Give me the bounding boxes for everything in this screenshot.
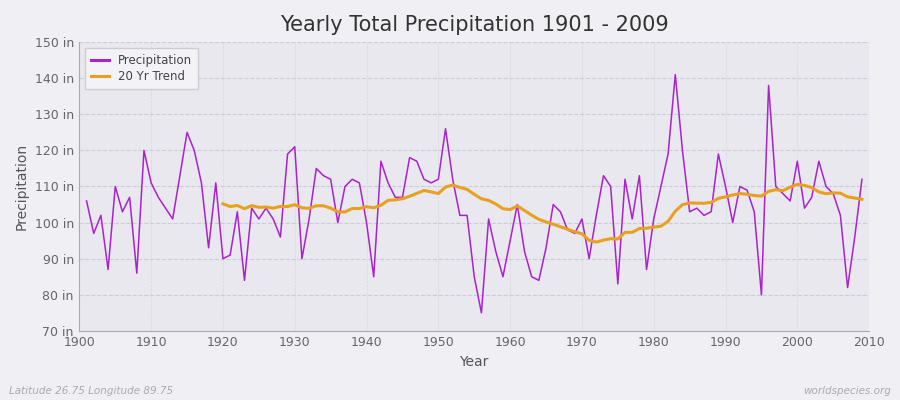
- Precipitation: [857, 177, 868, 182]
- Precipitation: [81, 198, 92, 203]
- Line: 20 Yr Trend: 20 Yr Trend: [223, 184, 862, 242]
- Precipitation: [512, 202, 523, 207]
- Precipitation: [505, 238, 516, 243]
- 20 Yr Trend: [339, 210, 350, 214]
- 20 Yr Trend: [296, 205, 307, 210]
- Title: Yearly Total Precipitation 1901 - 2009: Yearly Total Precipitation 1901 - 2009: [280, 15, 669, 35]
- Precipitation: [339, 184, 350, 189]
- 20 Yr Trend: [498, 206, 508, 211]
- 20 Yr Trend: [505, 207, 516, 212]
- Precipitation: [139, 148, 149, 153]
- 20 Yr Trend: [591, 240, 602, 244]
- Precipitation: [598, 173, 609, 178]
- Precipitation: [476, 310, 487, 315]
- Y-axis label: Precipitation: Precipitation: [15, 143, 29, 230]
- Text: Latitude 26.75 Longitude 89.75: Latitude 26.75 Longitude 89.75: [9, 386, 173, 396]
- Text: worldspecies.org: worldspecies.org: [803, 386, 891, 396]
- Precipitation: [296, 256, 307, 261]
- X-axis label: Year: Year: [460, 355, 489, 369]
- Precipitation: [670, 72, 680, 77]
- 20 Yr Trend: [857, 197, 868, 202]
- Legend: Precipitation, 20 Yr Trend: Precipitation, 20 Yr Trend: [86, 48, 198, 89]
- Line: Precipitation: Precipitation: [86, 74, 862, 313]
